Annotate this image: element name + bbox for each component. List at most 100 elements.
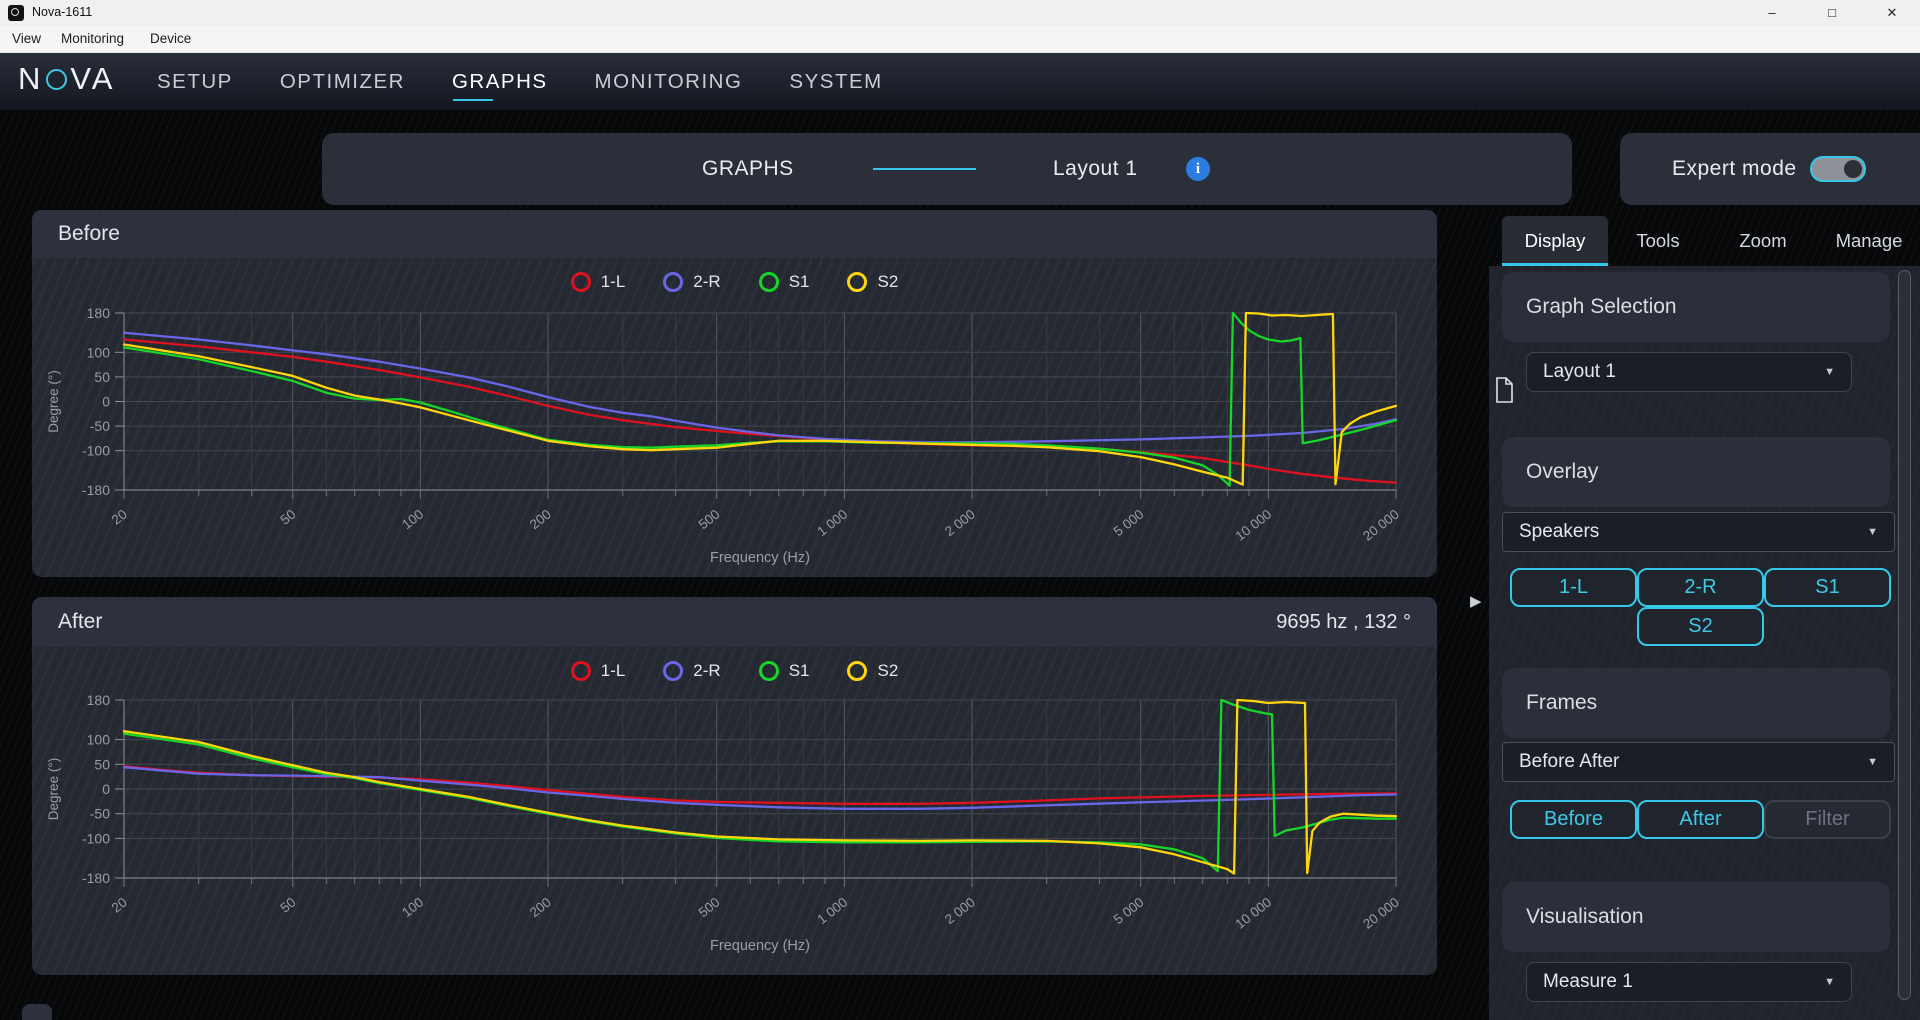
before-chart-panel: Before 1-L 2-R S1 S2 180 100 50 0 -50 -100 -18…	[32, 210, 1437, 577]
sidebar-collapse-arrow-icon[interactable]: ▶	[1470, 593, 1482, 610]
legend-item[interactable]: S1	[758, 272, 809, 292]
after-phase-chart[interactable]: 180 100 50 0 -50 -100 -180 20 50 100 200 500 1 000 2 …	[32, 647, 1437, 975]
svg-text:2 000: 2 000	[942, 507, 978, 540]
legend-ring-icon	[758, 661, 779, 681]
graphs-header-bar: GRAPHS Layout 1 i	[322, 133, 1572, 205]
nav-bar: N VA SETUP OPTIMIZER GRAPHS MONITORING SY…	[0, 53, 1920, 161]
svg-text:-180: -180	[82, 870, 110, 886]
legend-item[interactable]: 2-R	[663, 272, 721, 292]
svg-text:1 000: 1 000	[814, 895, 850, 928]
page-title: GRAPHS	[702, 157, 794, 180]
svg-text:100: 100	[87, 344, 111, 360]
svg-text:0: 0	[102, 781, 110, 797]
legend-item[interactable]: 1-L	[570, 272, 626, 292]
menu-bar: View Monitoring Device	[0, 26, 1920, 53]
tab-display[interactable]: Display	[1502, 216, 1608, 266]
legend-ring-icon	[570, 272, 591, 292]
nav-item-optimizer[interactable]: OPTIMIZER	[279, 69, 405, 93]
speakers-dropdown[interactable]: Speakers ▼	[1502, 512, 1895, 552]
section-title: Visualisation	[1526, 905, 1644, 928]
before-phase-chart[interactable]: 180 100 50 0 -50 -100 -180 20 50 100 200 500 1 000 2 …	[32, 258, 1437, 577]
nav-item-system[interactable]: SYSTEM	[789, 69, 883, 93]
svg-text:500: 500	[696, 895, 723, 921]
chevron-down-icon: ▼	[1824, 976, 1835, 988]
legend-label: S1	[788, 661, 810, 680]
svg-text:10 000: 10 000	[1232, 507, 1274, 544]
info-icon[interactable]: i	[1186, 157, 1210, 181]
maximize-button[interactable]: □	[1828, 5, 1836, 20]
frames-section-header: Frames	[1502, 668, 1890, 738]
svg-text:-100: -100	[82, 443, 110, 459]
legend-ring-icon	[570, 661, 591, 681]
close-button[interactable]: ✕	[1886, 5, 1898, 20]
frame-button-before[interactable]: Before	[1510, 800, 1637, 839]
frame-button-after[interactable]: After	[1637, 800, 1764, 839]
minimize-button[interactable]: –	[1768, 5, 1776, 20]
toggle-knob	[1844, 160, 1862, 178]
legend-label: S2	[877, 272, 899, 291]
menu-monitoring[interactable]: Monitoring	[61, 31, 125, 46]
nav-item-monitoring[interactable]: MONITORING	[594, 69, 743, 93]
nav-item-graphs[interactable]: GRAPHS	[452, 56, 548, 108]
legend-ring-icon	[663, 661, 684, 681]
chevron-down-icon: ▼	[1824, 366, 1835, 378]
svg-text:20 000: 20 000	[1360, 507, 1402, 544]
frame-button-filter[interactable]: Filter	[1764, 800, 1891, 839]
chevron-down-icon: ▼	[1867, 526, 1878, 538]
measure-dropdown[interactable]: Measure 1 ▼	[1526, 962, 1852, 1002]
legend-item[interactable]: S2	[847, 272, 898, 292]
dropdown-value: Layout 1	[1543, 361, 1616, 382]
tab-zoom[interactable]: Zoom	[1739, 230, 1787, 251]
legend-label: 2-R	[693, 272, 721, 291]
section-title: Graph Selection	[1526, 295, 1677, 318]
menu-view[interactable]: View	[12, 31, 42, 46]
legend-label: 1-L	[600, 272, 626, 291]
layout-dropdown[interactable]: Layout 1 ▼	[1526, 352, 1852, 392]
svg-text:180: 180	[87, 305, 111, 321]
frames-dropdown[interactable]: Before After ▼	[1502, 742, 1895, 782]
dropdown-value: Before After	[1519, 751, 1620, 772]
chevron-down-icon: ▼	[1867, 756, 1878, 768]
sidebar-scrollbar[interactable]	[1898, 270, 1911, 1000]
cursor-readout: 9695 hz , 132 °	[1276, 610, 1411, 633]
expert-mode-bar: Expert mode	[1620, 133, 1920, 205]
menu-device[interactable]: Device	[150, 31, 192, 46]
before-panel-header: Before	[32, 210, 1437, 258]
legend-ring-icon	[758, 272, 779, 292]
svg-text:5 000: 5 000	[1111, 895, 1147, 928]
tab-tools[interactable]: Tools	[1636, 230, 1680, 251]
section-title: Overlay	[1526, 460, 1599, 483]
tab-manage[interactable]: Manage	[1835, 230, 1903, 251]
svg-text:Degree (°): Degree (°)	[46, 370, 61, 432]
document-icon	[1496, 377, 1513, 403]
speaker-button-s1[interactable]: S1	[1764, 568, 1891, 607]
logo-ring-icon	[46, 69, 68, 90]
legend-item[interactable]: 1-L	[570, 661, 626, 681]
svg-text:180: 180	[87, 692, 111, 708]
speaker-button-2r[interactable]: 2-R	[1637, 568, 1764, 607]
panel-title: After	[58, 610, 103, 633]
svg-text:-50: -50	[90, 418, 110, 434]
svg-text:0: 0	[102, 394, 110, 410]
nav-item-setup[interactable]: SETUP	[157, 69, 233, 93]
svg-text:500: 500	[696, 507, 723, 533]
legend-ring-icon	[847, 661, 868, 681]
legend-item[interactable]: S1	[758, 661, 810, 681]
speaker-button-s2[interactable]: S2	[1637, 607, 1764, 646]
dropdown-value: Speakers	[1519, 521, 1600, 542]
legend-item[interactable]: 2-R	[663, 661, 721, 681]
speaker-button-1l[interactable]: 1-L	[1510, 568, 1637, 607]
after-chart-panel: After 9695 hz , 132 ° 1-L 2-R S1 S2 180 1…	[32, 597, 1437, 975]
svg-text:100: 100	[399, 895, 426, 921]
graph-selection-section-header: Graph Selection	[1502, 272, 1890, 342]
svg-text:20: 20	[109, 507, 130, 528]
svg-text:50: 50	[94, 369, 110, 385]
svg-text:5 000: 5 000	[1111, 507, 1147, 540]
legend-label: 1-L	[600, 661, 626, 680]
svg-text:50: 50	[277, 507, 298, 528]
svg-text:100: 100	[87, 732, 111, 748]
expert-mode-toggle[interactable]	[1810, 156, 1866, 182]
svg-text:1 000: 1 000	[814, 507, 850, 540]
legend-item[interactable]: S2	[847, 661, 898, 681]
